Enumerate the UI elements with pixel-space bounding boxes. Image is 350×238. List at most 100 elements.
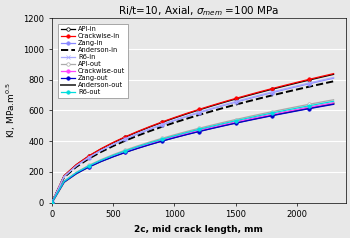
Crackwise-out bbox=[197, 129, 201, 132]
Zang-out bbox=[197, 130, 201, 133]
Legend: API-in, Crackwise-in, Zang-in, Anderson-in, R6-in, API-out, Crackwise-out, Zang-: API-in, Crackwise-in, Zang-in, Anderson-… bbox=[58, 24, 128, 98]
Crackwise-in bbox=[307, 78, 311, 81]
API-in bbox=[270, 88, 274, 91]
Zang-in bbox=[74, 164, 78, 167]
Anderson-in bbox=[319, 83, 323, 85]
Anderson-out bbox=[307, 107, 311, 109]
Anderson-out bbox=[86, 165, 91, 168]
R6-in bbox=[221, 104, 225, 106]
Anderson-out bbox=[233, 121, 238, 124]
API-out bbox=[172, 133, 176, 136]
Zang-out bbox=[319, 105, 323, 108]
R6-in bbox=[233, 100, 238, 103]
Zang-out bbox=[148, 143, 152, 146]
Crackwise-in bbox=[50, 201, 54, 204]
Line: Anderson-out: Anderson-out bbox=[52, 104, 334, 203]
R6-out bbox=[270, 112, 274, 114]
R6-out bbox=[62, 180, 66, 183]
Crackwise-in bbox=[111, 141, 115, 144]
API-in bbox=[50, 201, 54, 204]
Zang-in bbox=[172, 119, 176, 122]
R6-in bbox=[99, 149, 103, 152]
API-in bbox=[74, 164, 78, 166]
Crackwise-in bbox=[135, 130, 140, 133]
Anderson-in bbox=[184, 117, 189, 120]
Zang-out bbox=[111, 155, 115, 158]
Zang-in bbox=[50, 201, 54, 204]
Crackwise-out bbox=[172, 135, 176, 138]
R6-in bbox=[62, 175, 66, 178]
R6-in bbox=[319, 79, 323, 82]
Zang-in bbox=[331, 77, 336, 80]
Zang-in bbox=[62, 175, 66, 178]
API-out bbox=[307, 103, 311, 106]
Crackwise-out bbox=[111, 155, 115, 158]
Zang-out bbox=[307, 107, 311, 110]
R6-in bbox=[295, 84, 299, 87]
Anderson-out bbox=[50, 201, 54, 204]
Zang-out bbox=[282, 112, 287, 115]
R6-in bbox=[160, 123, 164, 126]
Anderson-in bbox=[148, 130, 152, 133]
Crackwise-out bbox=[123, 150, 127, 153]
Title: Ri/t=10, Axial, $\sigma_{mem}$ =100 MPa: Ri/t=10, Axial, $\sigma_{mem}$ =100 MPa bbox=[118, 4, 280, 18]
Zang-in bbox=[123, 138, 127, 140]
R6-in bbox=[172, 119, 176, 122]
Anderson-out bbox=[160, 139, 164, 142]
Zang-in bbox=[319, 79, 323, 82]
API-in bbox=[282, 85, 287, 88]
Anderson-in bbox=[99, 151, 103, 154]
Crackwise-in bbox=[74, 163, 78, 166]
R6-out bbox=[86, 165, 91, 168]
API-out bbox=[86, 164, 91, 167]
R6-in bbox=[50, 201, 54, 204]
API-out bbox=[246, 115, 250, 118]
Crackwise-out bbox=[86, 165, 91, 168]
Zang-out bbox=[295, 109, 299, 112]
Zang-out bbox=[123, 151, 127, 154]
Zang-out bbox=[172, 136, 176, 139]
Zang-out bbox=[233, 122, 238, 125]
R6-out bbox=[209, 125, 213, 128]
Crackwise-in bbox=[148, 125, 152, 128]
API-in bbox=[233, 98, 238, 100]
API-in bbox=[319, 76, 323, 79]
Line: R6-in: R6-in bbox=[50, 76, 335, 204]
Crackwise-in bbox=[258, 90, 262, 93]
Crackwise-in bbox=[62, 174, 66, 177]
Crackwise-in bbox=[319, 75, 323, 78]
R6-out bbox=[160, 138, 164, 141]
R6-out bbox=[221, 122, 225, 125]
Anderson-out bbox=[135, 147, 140, 149]
Line: R6-out: R6-out bbox=[50, 99, 335, 204]
Zang-in bbox=[233, 101, 238, 104]
API-in bbox=[123, 136, 127, 139]
Anderson-in bbox=[86, 157, 91, 160]
API-out bbox=[74, 171, 78, 174]
Anderson-out bbox=[331, 102, 336, 105]
API-in bbox=[197, 109, 201, 111]
API-in bbox=[184, 113, 189, 115]
API-in bbox=[246, 94, 250, 97]
Anderson-out bbox=[62, 181, 66, 183]
API-in bbox=[295, 82, 299, 84]
Crackwise-in bbox=[282, 84, 287, 87]
Anderson-in bbox=[295, 88, 299, 91]
Crackwise-out bbox=[258, 115, 262, 118]
R6-in bbox=[307, 82, 311, 84]
R6-in bbox=[258, 94, 262, 96]
Crackwise-in bbox=[246, 94, 250, 96]
Crackwise-out bbox=[270, 113, 274, 116]
R6-in bbox=[246, 97, 250, 100]
R6-out bbox=[331, 100, 336, 103]
Zang-in bbox=[135, 133, 140, 135]
API-in bbox=[209, 105, 213, 108]
Zang-out bbox=[160, 140, 164, 143]
R6-in bbox=[111, 143, 115, 146]
API-out bbox=[135, 144, 140, 147]
Crackwise-in bbox=[331, 72, 336, 75]
Zang-in bbox=[184, 115, 189, 118]
Crackwise-out bbox=[184, 132, 189, 135]
API-out bbox=[62, 180, 66, 183]
Anderson-out bbox=[184, 133, 189, 136]
